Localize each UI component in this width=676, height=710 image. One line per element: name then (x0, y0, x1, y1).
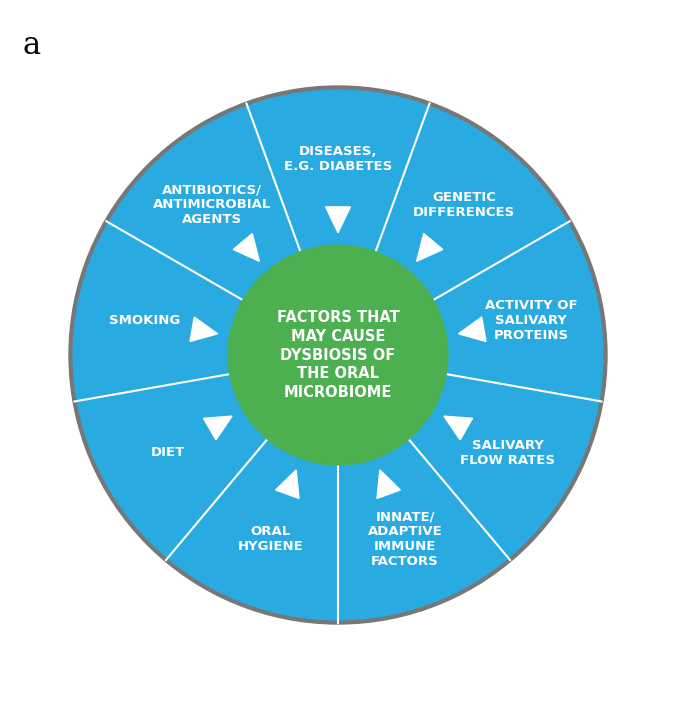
Text: INNATE/
ADAPTIVE
IMMUNE
FACTORS: INNATE/ ADAPTIVE IMMUNE FACTORS (368, 510, 442, 568)
Text: GENETIC
DIFFERENCES: GENETIC DIFFERENCES (413, 191, 515, 219)
Polygon shape (444, 416, 473, 439)
Text: DIET: DIET (151, 447, 185, 459)
Text: ANTIBIOTICS/
ANTIMICROBIAL
AGENTS: ANTIBIOTICS/ ANTIMICROBIAL AGENTS (153, 183, 271, 226)
Polygon shape (203, 416, 232, 439)
Polygon shape (190, 317, 218, 342)
Polygon shape (326, 207, 350, 233)
Polygon shape (416, 234, 443, 261)
Polygon shape (377, 470, 400, 498)
Polygon shape (276, 470, 299, 498)
Text: FACTORS THAT
MAY CAUSE
DYSBIOSIS OF
THE ORAL
MICROBIOME: FACTORS THAT MAY CAUSE DYSBIOSIS OF THE … (276, 310, 400, 400)
Polygon shape (233, 234, 260, 261)
Text: SALIVARY
FLOW RATES: SALIVARY FLOW RATES (460, 439, 555, 467)
Text: SMOKING: SMOKING (110, 315, 180, 327)
Text: a: a (22, 30, 41, 61)
Text: ORAL
HYGIENE: ORAL HYGIENE (238, 525, 304, 553)
Text: DISEASES,
E.G. DIABETES: DISEASES, E.G. DIABETES (284, 145, 392, 173)
Text: ACTIVITY OF
SALIVARY
PROTEINS: ACTIVITY OF SALIVARY PROTEINS (485, 300, 577, 342)
Circle shape (70, 87, 606, 623)
Circle shape (228, 245, 448, 465)
Polygon shape (458, 317, 486, 342)
